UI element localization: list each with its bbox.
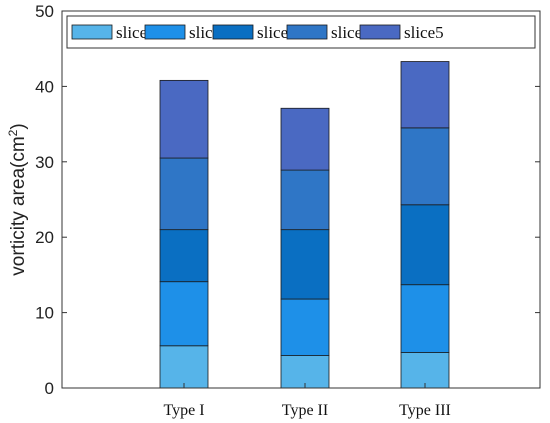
y-axis-title-superscript: 2 <box>6 129 20 136</box>
bar-segment-slice4-type-i <box>159 157 209 231</box>
legend-swatch-slice4 <box>286 24 328 40</box>
y-tick-label: 50 <box>35 2 54 21</box>
bar-segment-slice2-type-iii <box>400 284 450 353</box>
legend-swatch-slice3 <box>212 24 254 40</box>
bar-segment-slice3-type-i <box>159 229 209 283</box>
y-axis-title: vorticity area(cm2) <box>6 123 29 275</box>
x-tick-label: Type III <box>399 402 451 419</box>
legend-swatch-slice1 <box>71 24 113 40</box>
bar-segment-slice4-type-ii <box>280 169 330 231</box>
bar-segment-slice3-type-iii <box>400 204 450 286</box>
y-axis-ticks: 0 10 20 30 40 50 <box>35 2 540 398</box>
bar-segment-slice2-type-ii <box>280 298 330 356</box>
bar-segment-slice1-type-i <box>159 345 209 389</box>
y-tick-label: 20 <box>35 228 54 247</box>
bar-segment-slice5-type-iii <box>400 61 450 129</box>
y-tick-label: 30 <box>35 153 54 172</box>
y-axis-title-main: vorticity area(cm <box>8 136 29 275</box>
bar-segment-slice2-type-i <box>159 281 209 347</box>
legend-swatch-slice5 <box>359 24 401 40</box>
plot-frame <box>61 10 541 389</box>
bar-segment-slice5-type-ii <box>280 107 330 171</box>
legend: slice1 slice2 slice3 slice4 slice5 <box>66 15 536 49</box>
bar-segment-slice3-type-ii <box>280 229 330 300</box>
x-tick-label: Type II <box>282 402 328 419</box>
y-tick-label: 0 <box>45 379 54 398</box>
x-tick-label: Type I <box>163 402 204 419</box>
y-tick-label: 40 <box>35 77 54 96</box>
bar-segment-slice5-type-i <box>159 79 209 159</box>
bar-segment-slice4-type-iii <box>400 127 450 206</box>
legend-swatch-slice2 <box>144 24 186 40</box>
bar-segment-slice1-type-iii <box>400 352 450 389</box>
legend-label-slice5: slice5 <box>404 23 444 42</box>
bars <box>159 61 450 389</box>
x-axis-ticks: Type I Type II Type III <box>163 383 451 419</box>
y-tick-label: 10 <box>35 304 54 323</box>
y-axis-title-end: ) <box>8 123 29 129</box>
